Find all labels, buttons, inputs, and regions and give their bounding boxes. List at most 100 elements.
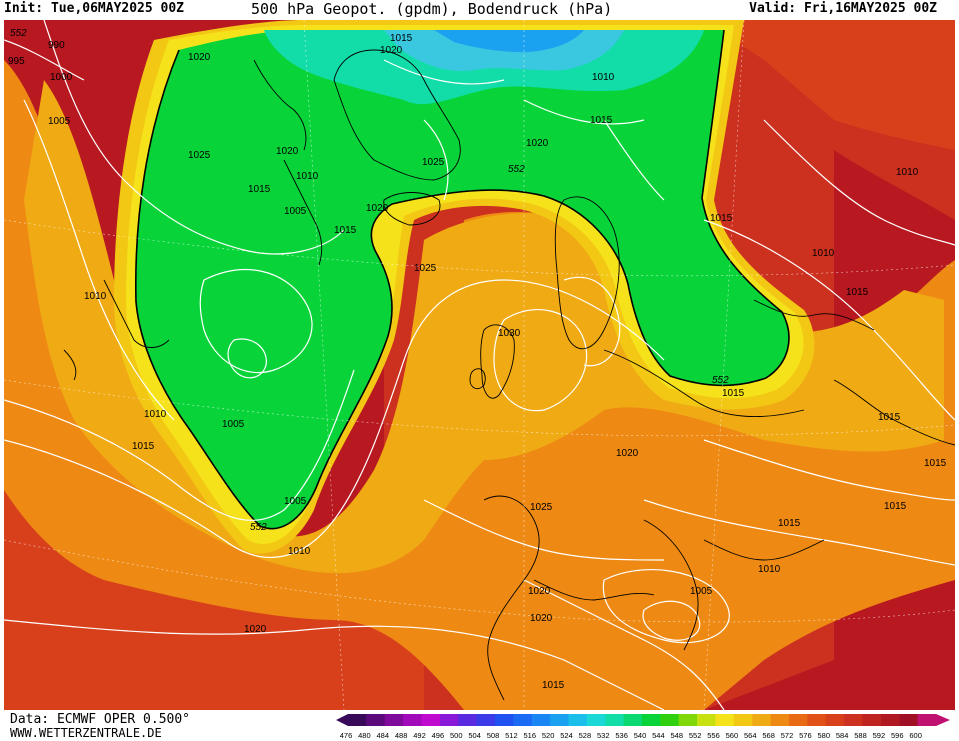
isobar-label: 1010 (288, 546, 311, 557)
legend-tick-label: 552 (689, 731, 702, 740)
legend-tick-label: 504 (468, 731, 481, 740)
isobar-label: 1030 (498, 328, 521, 339)
color-legend: 476 480 484 488 492 496 500 504 508 512 516 520 524 5… (336, 714, 950, 740)
legend-tick-label: 520 (542, 731, 555, 740)
legend-swatch (660, 714, 680, 726)
legend-tick-label: 480 (358, 731, 371, 740)
legend-tick-label: 544 (652, 731, 665, 740)
legend-swatch (568, 714, 588, 726)
isobar-label: 1025 (188, 150, 211, 161)
weather-map: 552 552 552 552 990 995 1000 1005 1020 1… (4, 20, 955, 710)
legend-tick-label: 600 (909, 731, 922, 740)
valid-time-label: Valid: Fri,16MAY2025 00Z (749, 1, 937, 16)
legend-arrow-left (336, 714, 348, 726)
legend-tick-label: 484 (376, 731, 389, 740)
legend-tick-label: 476 (340, 731, 353, 740)
legend-tick-label: 500 (450, 731, 463, 740)
legend-swatch (586, 714, 606, 726)
legend-swatch (807, 714, 827, 726)
legend-swatch (697, 714, 716, 726)
legend-swatch (642, 714, 661, 726)
legend-swatch (770, 714, 790, 726)
legend-tick-label: 572 (781, 731, 794, 740)
legend-tick-label: 536 (615, 731, 628, 740)
graticule (4, 20, 955, 710)
legend-swatch (678, 714, 698, 726)
legend-tick-label: 508 (487, 731, 500, 740)
isobar-label: 1020 (526, 138, 549, 149)
isobar-label: 1025 (414, 263, 437, 274)
legend-tick-label: 540 (634, 731, 647, 740)
legend-tick-label: 556 (707, 731, 720, 740)
isobar-label: 1015 (132, 441, 155, 452)
isobar-label: 1005 (48, 116, 71, 127)
legend-swatch (439, 714, 459, 726)
isobar-label: 1010 (592, 72, 615, 83)
isobar-label: 1005 (222, 419, 245, 430)
legend-swatch (880, 714, 900, 726)
legend-swatch (348, 714, 367, 726)
field-trough-deepcore (434, 30, 584, 53)
legend-swatch (623, 714, 643, 726)
isobar-label: 1020 (276, 146, 299, 157)
isobar-label: 1010 (84, 291, 107, 302)
isobar-label: 1020 (366, 203, 389, 214)
legend-tick-label: 576 (799, 731, 812, 740)
legend-swatch (403, 714, 422, 726)
legend-swatch (862, 714, 882, 726)
legend-swatch (513, 714, 533, 726)
legend-swatch (733, 714, 753, 726)
isobar-label: 1015 (878, 412, 901, 423)
isobar-label: 1015 (248, 184, 271, 195)
legend-swatch (844, 714, 863, 726)
isobar-label: 1020 (380, 45, 403, 56)
isobar-label: 1015 (710, 213, 733, 224)
legend-swatch (715, 714, 735, 726)
contour-label-552-east: 552 (712, 375, 729, 386)
field-red (4, 20, 955, 710)
map-title: 500 hPa Geopot. (gpdm), Bodendruck (hPa) (251, 0, 613, 18)
legend-swatch (421, 714, 441, 726)
legend-tick-label: 584 (836, 731, 849, 740)
legend-arrow-right (936, 714, 950, 726)
legend-swatch (825, 714, 845, 726)
legend-ticks: 476 480 484 488 492 496 500 504 508 512 516 520 524 5… (340, 731, 922, 740)
header-bar (0, 0, 959, 20)
legend-swatch (476, 714, 496, 726)
isobar-label: 995 (8, 56, 25, 67)
isobar-label: 1025 (422, 157, 445, 168)
legend-tick-label: 496 (432, 731, 445, 740)
isobar-label: 1020 (244, 624, 267, 635)
isobar-label: 1015 (722, 388, 745, 399)
legend-swatch (899, 714, 919, 726)
isobar-label: 1020 (530, 613, 553, 624)
isobar-label: 1010 (812, 248, 835, 259)
legend-tick-label: 588 (854, 731, 867, 740)
field-orange-light (24, 80, 944, 574)
legend-swatch (752, 714, 772, 726)
legend-swatch (605, 714, 625, 726)
contour-552 (134, 29, 790, 530)
legend-swatch (458, 714, 478, 726)
legend-tick-label: 580 (817, 731, 830, 740)
isobar-label: 1005 (284, 206, 307, 217)
isobar-label: 1015 (542, 680, 565, 691)
isobar-label: 1005 (690, 586, 713, 597)
isobar-lines (4, 20, 955, 710)
legend-swatch (495, 714, 514, 726)
isobar-label: 1005 (284, 496, 307, 507)
legend-tick-label: 548 (670, 731, 683, 740)
legend-swatch (917, 714, 937, 726)
legend-tick-label: 560 (726, 731, 739, 740)
legend-tick-label: 568 (762, 731, 775, 740)
legend-tick-label: 592 (873, 731, 886, 740)
init-time-label: Init: Tue,06MAY2025 00Z (4, 1, 185, 16)
data-source-label: Data: ECMWF OPER 0.500° (10, 712, 191, 727)
legend-swatch (531, 714, 551, 726)
isobar-label: 1015 (924, 458, 947, 469)
contour-label-552-south: 552 (250, 522, 267, 533)
legend-swatch (384, 714, 404, 726)
isobar-label: 1015 (390, 33, 413, 44)
field-trough-green (135, 30, 789, 529)
website-label: WWW.WETTERZENTRALE.DE (10, 726, 162, 740)
